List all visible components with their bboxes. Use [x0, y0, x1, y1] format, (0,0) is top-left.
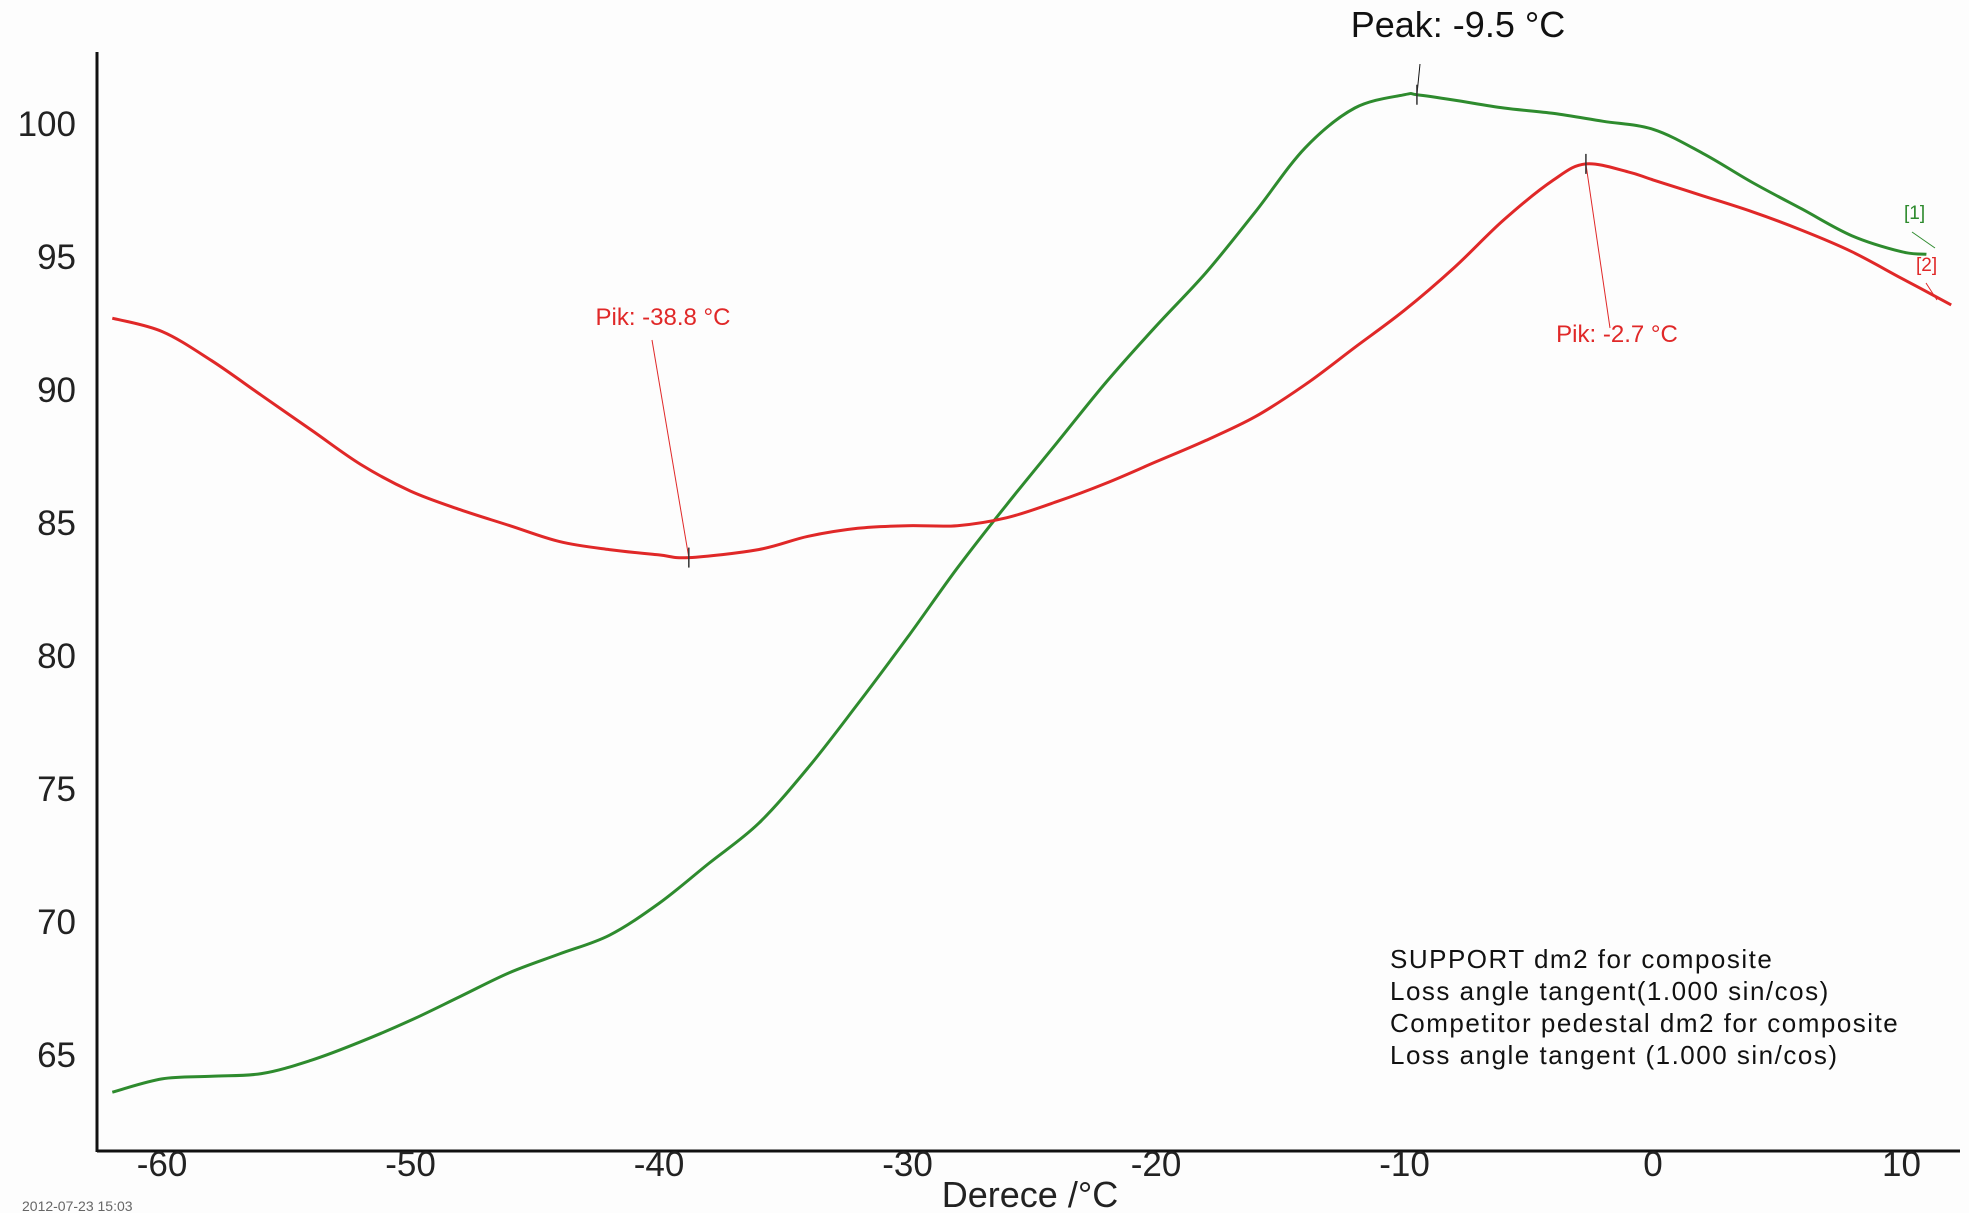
x-tick-label: -40 — [634, 1145, 685, 1184]
y-tick-label: 70 — [37, 903, 76, 942]
y-tick-label: 80 — [37, 637, 76, 676]
x-tick-label: 0 — [1643, 1145, 1662, 1184]
x-tick-label: -20 — [1131, 1145, 1182, 1184]
x-tick-label: -60 — [137, 1145, 188, 1184]
peak-label: Peak: -9.5 °C — [1351, 4, 1566, 45]
peak-leader-line — [652, 340, 689, 558]
series-line-1 — [112, 94, 1926, 1093]
x-tick-label: -10 — [1379, 1145, 1430, 1184]
y-tick-label: 100 — [18, 105, 76, 144]
legend-line-2: Loss angle tangent(1.000 sin/cos) — [1390, 976, 1830, 1006]
y-tick-label: 90 — [37, 371, 76, 410]
x-tick-label: 10 — [1882, 1145, 1921, 1184]
legend-line-3: Competitor pedestal dm2 for composite — [1390, 1008, 1899, 1038]
peak-label: Pik: -2.7 °C — [1556, 321, 1678, 348]
y-tick-label: 95 — [37, 238, 76, 277]
peak-leader-line — [1586, 164, 1610, 328]
legend: SUPPORT dm2 for composite Loss angle tan… — [1390, 944, 1899, 1070]
plot-area: -60 -50 -40 -30 -20 -10 0 10 65 70 75 80 85 90 95 100 [… — [18, 4, 1960, 1184]
series-line-2 — [112, 164, 1951, 558]
timestamp: 2012-07-23 15:03 — [22, 1198, 133, 1213]
series-tag-2: [2] — [1916, 255, 1937, 276]
series-tag-leader — [1912, 232, 1935, 248]
x-axis-label: Derece /°C — [942, 1174, 1118, 1213]
legend-line-4: Loss angle tangent (1.000 sin/cos) — [1390, 1040, 1838, 1070]
x-tick-label: -50 — [385, 1145, 436, 1184]
legend-line-1: SUPPORT dm2 for composite — [1390, 944, 1773, 974]
series-tag-1: [1] — [1904, 203, 1925, 224]
y-tick-label: 65 — [37, 1036, 76, 1075]
series-layer: [1] [2] — [112, 94, 1951, 1093]
y-tick-label: 75 — [37, 770, 76, 809]
y-tick-label: 85 — [37, 504, 76, 543]
annotations-layer: Peak: -9.5 °C Pik: -38.8 °C Pik: -2.7 °C — [596, 4, 1678, 568]
x-tick-label: -30 — [882, 1145, 933, 1184]
peak-label: Pik: -38.8 °C — [596, 304, 731, 331]
